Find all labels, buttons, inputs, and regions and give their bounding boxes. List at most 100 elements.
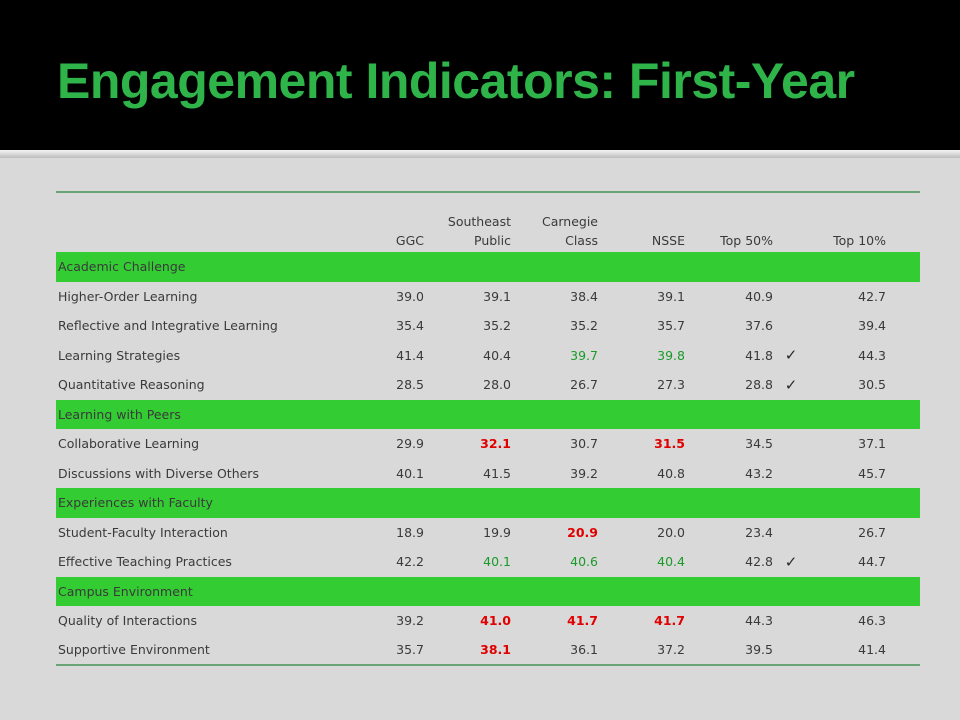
indicator-label: Reflective and Integrative Learning — [58, 318, 278, 334]
indicator-label: Learning Strategies — [58, 347, 181, 363]
southeast-public-value: 28.0 — [483, 377, 511, 393]
southeast-public-value: 35.2 — [483, 318, 511, 334]
section-label: Academic Challenge — [56, 252, 920, 282]
top-10-value: 44.3 — [858, 347, 886, 363]
nsse-value: 39.1 — [657, 288, 685, 304]
carnegie-class-value: 39.2 — [570, 465, 598, 481]
top-50-header: Top 50% — [687, 191, 775, 252]
southeast-public-value: 40.1 — [483, 554, 511, 570]
nsse-value: 37.2 — [600, 635, 687, 666]
title-divider — [0, 150, 960, 158]
top-50-value: 41.8 — [745, 347, 773, 363]
checkmark-icon: ✓ — [784, 375, 798, 394]
row-spacer — [888, 547, 920, 577]
top-10-value: 44.7 — [858, 554, 886, 570]
table-row: Quantitative Reasoning 28.5 28.0 26.7 27.3 28… — [56, 370, 920, 400]
indicator-label: Student-Faculty Interaction — [58, 524, 228, 540]
southeast-public-value: 40.4 — [483, 347, 511, 363]
nsse-value: 27.3 — [657, 377, 685, 393]
top-10-value: 30.5 — [858, 377, 886, 393]
southeast-public-header: Southeast Public — [426, 191, 513, 252]
top-50-value: 40.9 — [745, 288, 773, 304]
ggc-value: 28.5 — [396, 377, 424, 393]
ggc-value: 29.9 — [396, 436, 424, 452]
row-spacer — [888, 370, 920, 400]
label-header — [56, 191, 368, 252]
top-50-value: 43.2 — [745, 465, 773, 481]
check-header — [775, 191, 807, 252]
row-spacer — [888, 311, 920, 341]
section-label: Learning with Peers — [56, 399, 920, 429]
table-row: Reflective and Integrative Learning 35.4 3… — [56, 311, 920, 341]
checkmark-icon — [775, 518, 807, 548]
nsse-value: 31.5 — [654, 436, 685, 452]
row-spacer — [888, 341, 920, 371]
southeast-public-value: 32.1 — [480, 436, 511, 452]
section-row: Experiences with Faculty — [56, 488, 920, 518]
section-row: Campus Environment — [56, 576, 920, 606]
southeast-public-value: 19.9 — [483, 524, 511, 540]
checkmark-icon: ✓ — [784, 346, 798, 365]
header-row: GGC Southeast Public Carnegie Class NSSE Top 5… — [56, 191, 920, 252]
indicator-label: Higher-Order Learning — [58, 288, 198, 304]
table-row: Higher-Order Learning 39.0 39.1 38.4 39.1 40.… — [56, 282, 920, 312]
nsse-value: 35.7 — [657, 318, 685, 334]
top-10-value: 45.7 — [858, 465, 886, 481]
top-50-value: 34.5 — [745, 436, 773, 452]
checkmark-icon: ✓ — [784, 552, 798, 571]
carnegie-class-value: 30.7 — [570, 436, 598, 452]
section-label: Campus Environment — [56, 576, 920, 606]
nsse-value: 40.4 — [657, 554, 685, 570]
carnegie-class-value: 40.6 — [570, 554, 598, 570]
nsse-value: 39.8 — [657, 347, 685, 363]
engagement-table: GGC Southeast Public Carnegie Class NSSE Top 5… — [56, 191, 920, 666]
checkmark-icon — [775, 635, 807, 666]
nsse-header: NSSE — [600, 191, 687, 252]
carnegie-class-value: 26.7 — [570, 377, 598, 393]
row-spacer — [888, 606, 920, 636]
top-50-value: 37.6 — [745, 318, 773, 334]
table-row: Discussions with Diverse Others 40.1 41.5 3… — [56, 459, 920, 489]
table-row: Effective Teaching Practices 42.2 40.1 40.6… — [56, 547, 920, 577]
ggc-value: 35.4 — [396, 318, 424, 334]
top-10-value: 41.4 — [807, 635, 888, 666]
southeast-public-value: 38.1 — [426, 635, 513, 666]
checkmark-icon — [775, 606, 807, 636]
indicator-label: Collaborative Learning — [58, 436, 200, 452]
section-row: Learning with Peers — [56, 399, 920, 429]
row-spacer — [888, 282, 920, 312]
indicator-label: Quantitative Reasoning — [58, 377, 205, 393]
carnegie-class-value: 39.7 — [570, 347, 598, 363]
southeast-public-value: 39.1 — [483, 288, 511, 304]
nsse-value: 41.7 — [654, 613, 685, 629]
checkmark-icon — [775, 311, 807, 341]
table-row: Supportive Environment 35.7 38.1 36.1 37.2 39… — [56, 635, 920, 666]
top-50-value: 39.5 — [687, 635, 775, 666]
ggc-value: 39.0 — [396, 288, 424, 304]
ggc-value: 39.2 — [396, 613, 424, 629]
section-row: Academic Challenge — [56, 252, 920, 282]
ggc-value: 42.2 — [396, 554, 424, 570]
section-label: Experiences with Faculty — [56, 488, 920, 518]
row-spacer — [888, 518, 920, 548]
southeast-public-value: 41.0 — [480, 613, 511, 629]
row-spacer — [888, 635, 920, 666]
indicator-label: Effective Teaching Practices — [58, 554, 232, 570]
carnegie-class-value: 20.9 — [567, 524, 598, 540]
top-50-value: 28.8 — [745, 377, 773, 393]
indicator-label: Quality of Interactions — [58, 613, 197, 629]
top-10-value: 37.1 — [858, 436, 886, 452]
nsse-value: 20.0 — [657, 524, 685, 540]
carnegie-class-value: 35.2 — [570, 318, 598, 334]
checkmark-icon — [775, 459, 807, 489]
carnegie-class-value: 41.7 — [567, 613, 598, 629]
top-50-value: 44.3 — [745, 613, 773, 629]
top-50-value: 42.8 — [745, 554, 773, 570]
row-spacer — [888, 429, 920, 459]
top-10-value: 42.7 — [858, 288, 886, 304]
checkmark-icon — [775, 282, 807, 312]
top-50-value: 23.4 — [745, 524, 773, 540]
row-spacer — [888, 459, 920, 489]
spacer-header — [888, 191, 920, 252]
carnegie-class-value: 38.4 — [570, 288, 598, 304]
